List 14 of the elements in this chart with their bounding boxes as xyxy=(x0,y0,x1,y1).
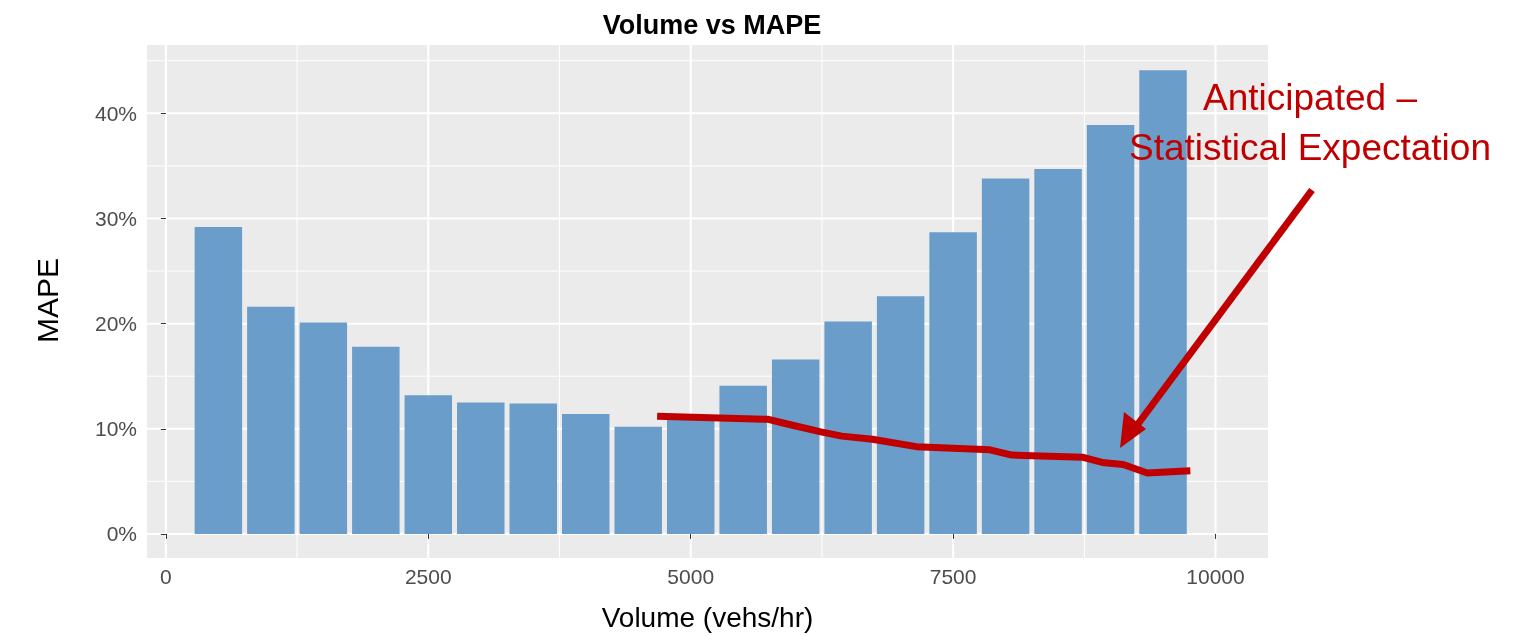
x-tick-label: 0 xyxy=(160,565,172,588)
x-tick-label: 10000 xyxy=(1186,565,1245,588)
x-tick-label: 7500 xyxy=(929,565,977,588)
y-axis-title: MAPE xyxy=(30,257,64,344)
y-tick-label: 20% xyxy=(94,312,137,336)
chart-title: Volume vs MAPE xyxy=(602,9,822,40)
y-tick-label: 0% xyxy=(106,522,137,546)
y-tick-label: 10% xyxy=(94,417,137,441)
y-tick-label: 30% xyxy=(94,206,137,230)
x-tick-label: 5000 xyxy=(667,565,715,588)
y-tick-label: 40% xyxy=(94,101,137,125)
x-axis-title: Volume (vehs/hr) xyxy=(601,601,814,633)
x-tick-label: 2500 xyxy=(404,565,452,588)
annotation: Anticipated – Statistical Expectation xyxy=(1129,76,1491,168)
